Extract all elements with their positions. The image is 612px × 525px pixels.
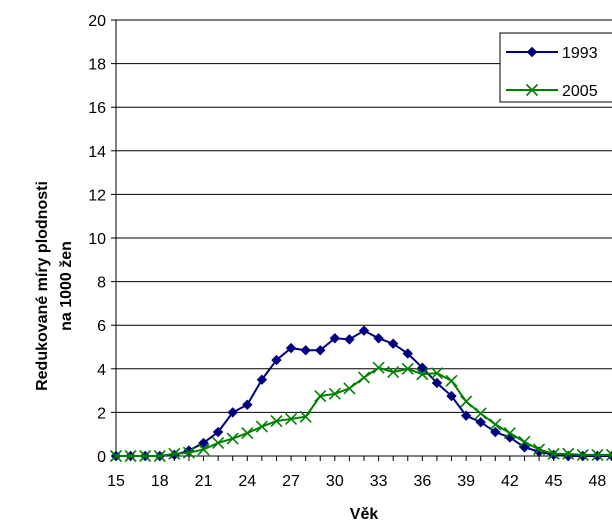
data-point-2005: [109, 449, 123, 463]
data-point-1993: [256, 374, 268, 385]
x-tick-label: 30: [326, 473, 344, 490]
series-1993: [110, 325, 612, 462]
y-axis-title-line-2: na 1000 žen: [58, 241, 75, 331]
data-point-1993: [358, 325, 370, 336]
x-tick-label: 42: [501, 473, 519, 490]
data-point-2005: [576, 448, 589, 461]
data-point-2005: [460, 395, 473, 408]
legend-item-2005: 2005: [506, 83, 598, 100]
data-point-2005: [124, 449, 137, 463]
y-tick-label: 20: [88, 13, 106, 30]
axes: [111, 19, 612, 461]
series-2005: [109, 361, 612, 463]
x-tick-label: 18: [151, 473, 169, 490]
data-point-2005: [401, 362, 414, 375]
data-point-2005: [591, 448, 604, 461]
grid-lines: [116, 19, 612, 413]
x-axis-title: Věk: [350, 506, 379, 523]
data-point-2005: [547, 447, 560, 460]
x-tick-label: 33: [370, 473, 388, 490]
data-point-2005: [153, 449, 166, 463]
series-line-1993: [116, 329, 612, 457]
data-point-2005: [489, 418, 502, 431]
y-tick-label: 14: [88, 144, 106, 161]
data-point-1993: [344, 334, 355, 345]
data-point-2005: [328, 387, 341, 400]
data-point-1993: [402, 348, 413, 359]
x-tick-label: 27: [282, 473, 300, 490]
data-point-2005: [372, 361, 385, 374]
y-axis-title-line-1: Redukované míry plodnosti: [34, 181, 51, 391]
x-tick-label: 36: [413, 473, 431, 490]
legend-label: 2005: [562, 83, 598, 100]
data-point-2005: [518, 435, 531, 448]
data-point-2005: [299, 410, 312, 423]
y-tick-label: 10: [88, 231, 106, 248]
x-tick-label: 21: [195, 473, 213, 490]
data-point-2005: [314, 389, 327, 403]
data-point-2005: [182, 446, 196, 459]
data-point-2005: [503, 427, 516, 440]
data-point-1993: [242, 399, 253, 410]
data-point-2005: [241, 427, 254, 440]
data-point-1993: [315, 345, 326, 356]
y-tick-label: 12: [88, 187, 106, 204]
data-point-2005: [197, 443, 210, 456]
data-point-2005: [212, 436, 225, 449]
data-point-1993: [460, 410, 472, 421]
data-point-1993: [198, 437, 209, 449]
data-point-2005: [387, 366, 400, 379]
y-tick-label: 4: [97, 362, 106, 379]
data-point-2005: [284, 412, 298, 426]
data-point-2005: [430, 367, 444, 380]
y-tick-label: 8: [97, 275, 106, 292]
y-tick-label: 16: [88, 100, 106, 117]
legend-marker-1993: [526, 46, 538, 58]
data-point-1993: [446, 390, 457, 402]
legend: 1993 2005: [499, 32, 612, 103]
data-point-2005: [226, 432, 239, 445]
series-layer: [109, 325, 612, 463]
data-point-2005: [605, 448, 612, 461]
data-point-1993: [300, 345, 311, 356]
y-tick-label: 18: [88, 57, 106, 74]
data-point-1993: [285, 342, 297, 354]
data-point-2005: [168, 447, 181, 460]
data-point-1993: [417, 362, 428, 373]
data-point-1993: [227, 407, 238, 418]
series-line-2005: [116, 366, 612, 457]
data-point-1993: [212, 426, 224, 438]
data-point-1993: [329, 333, 341, 344]
y-tick-label: 2: [97, 405, 106, 422]
data-point-1993: [431, 377, 443, 389]
legend-marker-2005: [525, 83, 539, 97]
data-point-1993: [271, 354, 282, 366]
data-point-2005: [139, 449, 152, 463]
data-point-1993: [475, 417, 486, 428]
x-tick-label: 15: [107, 473, 125, 490]
data-point-2005: [532, 443, 546, 456]
x-tick-label: 48: [589, 473, 607, 490]
x-tick-label: 45: [545, 473, 563, 490]
data-point-1993: [387, 338, 399, 349]
x-tick-label: 24: [238, 473, 256, 490]
data-point-2005: [474, 407, 487, 420]
data-point-2005: [562, 447, 575, 460]
x-tick-label: 39: [457, 473, 475, 490]
legend-item-1993: 1993: [506, 45, 598, 62]
data-point-1993: [373, 333, 384, 344]
data-point-2005: [416, 368, 429, 381]
legend-label: 1993: [562, 45, 598, 62]
data-point-1993: [490, 426, 501, 438]
y-tick-label: 6: [97, 318, 106, 335]
data-point-2005: [270, 415, 283, 428]
y-tick-label: 0: [97, 449, 106, 466]
data-point-2005: [445, 374, 458, 387]
data-point-2005: [255, 420, 268, 433]
data-point-2005: [357, 371, 371, 384]
data-point-2005: [343, 382, 356, 395]
